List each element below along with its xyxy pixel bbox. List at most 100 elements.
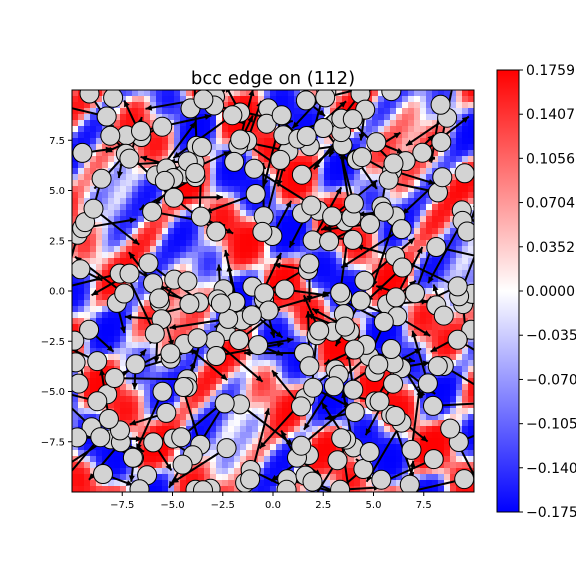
heatmap-cell: [444, 150, 451, 157]
heatmap-cell: [438, 438, 445, 445]
heatmap-cell: [336, 264, 343, 271]
heatmap-cell: [456, 390, 463, 397]
arrow-head: [215, 536, 221, 543]
heatmap-cell: [246, 378, 253, 385]
heatmap-cell: [90, 258, 97, 265]
heatmap-cell: [192, 270, 199, 277]
heatmap-cell: [234, 90, 241, 97]
heatmap-cell: [276, 216, 283, 223]
heatmap-cell: [174, 318, 181, 325]
heatmap-cell: [216, 456, 223, 463]
heatmap-cell: [96, 240, 103, 247]
heatmap-cell: [396, 396, 403, 403]
heatmap-cell: [210, 204, 217, 211]
arrow-head: [308, 500, 314, 507]
heatmap-cell: [174, 228, 181, 235]
heatmap-cell: [444, 90, 451, 97]
heatmap-cell: [156, 228, 163, 235]
heatmap-cell: [462, 384, 469, 391]
heatmap-cell: [324, 168, 331, 175]
heatmap-cell: [450, 372, 457, 379]
heatmap-cell: [198, 198, 205, 205]
heatmap-cell: [270, 396, 277, 403]
heatmap-cell: [216, 186, 223, 193]
heatmap-cell: [318, 252, 325, 259]
heatmap-cell: [324, 156, 331, 163]
heatmap-cell: [108, 288, 115, 295]
heatmap-cell: [108, 342, 115, 349]
heatmap-cell: [186, 240, 193, 247]
heatmap-cell: [126, 390, 133, 397]
heatmap-cell: [390, 330, 397, 337]
heatmap-cell: [468, 408, 474, 415]
arrow-head: [422, 360, 430, 367]
heatmap-cell: [450, 480, 457, 487]
heatmap-cell: [156, 420, 163, 427]
arrow-head: [156, 526, 162, 533]
heatmap-cell: [384, 456, 391, 463]
heatmap-cell: [300, 330, 307, 337]
heatmap-cell: [252, 444, 259, 451]
heatmap-cell: [438, 444, 445, 451]
heatmap-cell: [144, 90, 151, 97]
heatmap-cell: [120, 330, 127, 337]
heatmap-cell: [372, 426, 379, 433]
heatmap-cell: [132, 186, 139, 193]
heatmap-cell: [462, 420, 469, 427]
heatmap-cell: [180, 90, 187, 97]
heatmap-cell: [210, 276, 217, 283]
heatmap-cell: [234, 468, 241, 475]
heatmap-cell: [72, 126, 79, 133]
heatmap-cell: [84, 348, 91, 355]
heatmap-cell: [402, 204, 409, 211]
heatmap-cell: [396, 120, 403, 127]
heatmap-cell: [156, 156, 163, 163]
heatmap-cell: [162, 450, 169, 457]
heatmap-cell: [150, 402, 157, 409]
heatmap-cell: [204, 378, 211, 385]
heatmap-cell: [192, 222, 199, 229]
heatmap-cell: [126, 222, 133, 229]
heatmap-cell: [384, 468, 391, 475]
heatmap-cell: [84, 480, 91, 487]
heatmap-cell: [378, 108, 385, 115]
heatmap-cell: [132, 312, 139, 319]
heatmap-cell: [312, 114, 319, 121]
heatmap-cell: [420, 126, 427, 133]
heatmap-cell: [288, 408, 295, 415]
heatmap-cell: [168, 144, 175, 151]
heatmap-cell: [192, 246, 199, 253]
heatmap-cell: [180, 288, 187, 295]
heatmap-cell: [132, 318, 139, 325]
heatmap-cell: [78, 120, 85, 127]
heatmap-cell: [396, 336, 403, 343]
heatmap-cell: [138, 396, 145, 403]
heatmap-cell: [360, 420, 367, 427]
heatmap-cell: [300, 312, 307, 319]
heatmap-cell: [282, 360, 289, 367]
heatmap-cell: [126, 228, 133, 235]
heatmap-cell: [138, 426, 145, 433]
heatmap-cell: [294, 378, 301, 385]
heatmap-cell: [438, 204, 445, 211]
heatmap-cell: [366, 168, 373, 175]
heatmap-cell: [282, 462, 289, 469]
arrow-head: [408, 357, 415, 363]
heatmap-cell: [276, 90, 283, 97]
heatmap-cell: [462, 192, 469, 199]
heatmap-cell: [402, 306, 409, 313]
heatmap-cell: [336, 396, 343, 403]
heatmap-cell: [186, 120, 193, 127]
heatmap-cell: [456, 180, 463, 187]
heatmap-cell: [294, 198, 301, 205]
heatmap-cell: [102, 204, 109, 211]
heatmap-cell: [420, 198, 427, 205]
heatmap-cell: [312, 288, 319, 295]
heatmap-cell: [156, 186, 163, 193]
heatmap-cell: [270, 246, 277, 253]
heatmap-cell: [414, 432, 421, 439]
heatmap-cell: [174, 372, 181, 379]
heatmap-cell: [294, 324, 301, 331]
heatmap-cell: [228, 258, 235, 265]
heatmap-cell: [102, 258, 109, 265]
